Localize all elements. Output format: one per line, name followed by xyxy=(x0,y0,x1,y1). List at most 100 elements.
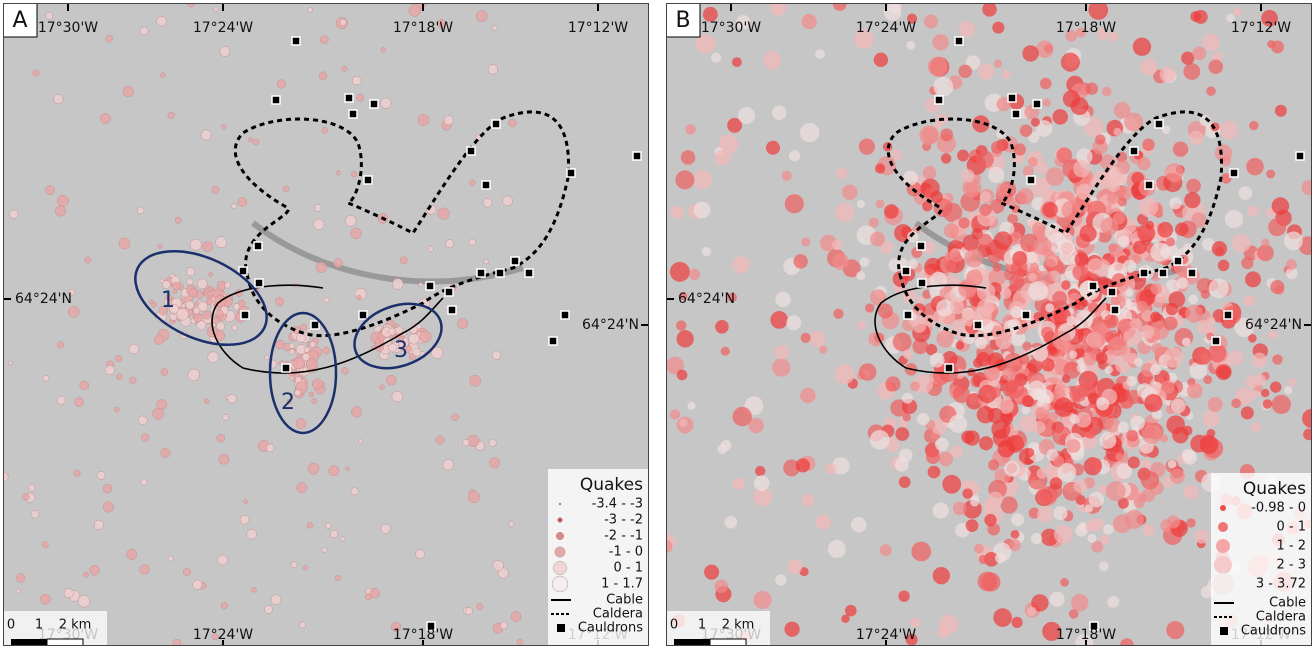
quake xyxy=(1060,578,1069,587)
cauldron xyxy=(918,279,926,287)
quake xyxy=(57,195,68,206)
quake xyxy=(784,622,799,637)
quake xyxy=(1085,521,1095,531)
cauldron xyxy=(345,94,353,102)
quake xyxy=(1241,257,1253,269)
figure: 12317°30'W17°24'W17°18'W17°12'W17°30'W17… xyxy=(0,0,1314,649)
quake xyxy=(772,358,790,376)
quake xyxy=(193,307,200,314)
quake xyxy=(702,247,711,256)
quake xyxy=(1050,477,1062,489)
quake xyxy=(1212,241,1227,256)
quake xyxy=(966,269,983,286)
quake xyxy=(903,413,911,421)
cauldron xyxy=(311,321,319,329)
quake xyxy=(775,574,786,585)
quake xyxy=(517,639,523,645)
quake xyxy=(306,358,317,369)
quake xyxy=(1096,398,1109,411)
quake xyxy=(1163,348,1183,368)
quake xyxy=(232,204,237,209)
quake xyxy=(895,458,909,472)
quake xyxy=(201,130,211,140)
quake xyxy=(1099,432,1116,449)
quake xyxy=(428,246,434,252)
quake xyxy=(755,466,765,476)
quake xyxy=(188,369,200,381)
quake xyxy=(271,595,281,605)
quake xyxy=(704,565,719,580)
quake xyxy=(1152,343,1163,354)
quake xyxy=(676,320,686,330)
cauldron xyxy=(1159,269,1167,277)
quake xyxy=(1010,306,1022,318)
quake xyxy=(1099,562,1109,572)
quake xyxy=(1027,607,1037,617)
quake xyxy=(870,430,890,450)
quake xyxy=(961,169,974,182)
top-tick-label: 17°24'W xyxy=(856,20,916,36)
quake xyxy=(1045,303,1054,312)
quake xyxy=(413,348,421,356)
quake xyxy=(1167,515,1180,528)
quake xyxy=(1206,86,1216,96)
quake xyxy=(275,297,284,306)
quake xyxy=(874,53,888,67)
quake xyxy=(1216,364,1232,380)
cauldron xyxy=(511,257,519,265)
quake xyxy=(291,562,297,568)
quake xyxy=(16,589,21,594)
quake xyxy=(97,471,105,479)
cauldron xyxy=(364,176,372,184)
quake xyxy=(1139,197,1159,217)
quake xyxy=(950,445,963,458)
quake xyxy=(1125,289,1133,297)
quake xyxy=(1011,260,1028,277)
quake xyxy=(358,439,362,443)
quake xyxy=(1257,245,1274,262)
cauldron xyxy=(370,100,378,108)
quake xyxy=(876,199,885,208)
quake xyxy=(693,170,712,189)
quake xyxy=(342,66,347,71)
cauldron xyxy=(241,311,249,319)
cauldron xyxy=(1155,120,1163,128)
quake xyxy=(308,8,313,13)
quake xyxy=(875,163,885,173)
quake xyxy=(819,346,827,354)
quake xyxy=(470,180,476,186)
quake xyxy=(1054,398,1073,417)
quake xyxy=(322,547,327,552)
quake xyxy=(1182,338,1191,347)
quake xyxy=(677,370,688,381)
quake xyxy=(1137,301,1149,313)
quake xyxy=(392,278,403,289)
quake xyxy=(310,342,316,348)
scale-segment xyxy=(710,639,746,646)
quake xyxy=(928,57,948,77)
quake xyxy=(1141,59,1158,76)
legend-label: 0 - 1 xyxy=(1277,520,1307,535)
quake xyxy=(1073,479,1087,493)
quake xyxy=(351,228,362,239)
quake xyxy=(1102,87,1112,97)
quake xyxy=(149,300,153,304)
quake xyxy=(928,466,941,479)
quake xyxy=(1086,82,1098,94)
quake xyxy=(1194,529,1208,543)
quake xyxy=(1166,303,1178,315)
quake xyxy=(275,340,284,349)
quake xyxy=(389,328,396,335)
quake xyxy=(177,308,189,320)
cauldron xyxy=(1188,269,1196,277)
quake xyxy=(484,259,489,264)
cauldron xyxy=(935,96,943,104)
cauldron xyxy=(525,269,533,277)
quake xyxy=(451,414,458,421)
quake xyxy=(312,398,317,403)
quake xyxy=(976,151,994,169)
quake xyxy=(1043,98,1051,106)
quake xyxy=(1150,243,1169,262)
quake xyxy=(1005,379,1024,398)
quake xyxy=(161,448,171,458)
